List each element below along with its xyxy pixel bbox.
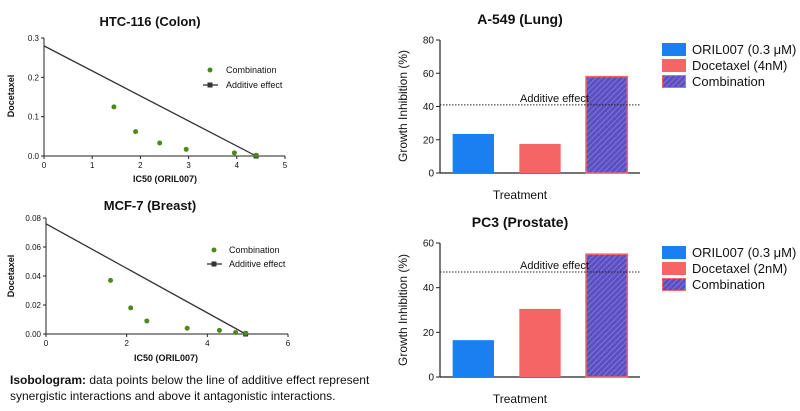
- x-axis-label: Treatment: [493, 392, 548, 406]
- y-tick-label: 20: [423, 135, 435, 146]
- x-tick-label: 0: [42, 161, 47, 170]
- y-tick-label: 0.3: [28, 34, 40, 43]
- bar-combination: [585, 253, 629, 378]
- legend-combination: Combination: [229, 245, 280, 255]
- legend-oril: ORIL007 (0.3 μM): [692, 245, 796, 260]
- chart-a549: A-549 (Lung) 0 20 40 60 80 Additive effect Tr…: [396, 11, 796, 202]
- combination-point: [133, 129, 139, 135]
- combination-point: [157, 140, 163, 146]
- additive-effect-line: [43, 45, 257, 157]
- y-axis-label: Docetaxel: [6, 255, 16, 298]
- y-tick-label: 0.2: [28, 73, 40, 82]
- legend-combination-swatch: [662, 278, 686, 291]
- y-axis-label: Growth Inhibition (%): [396, 254, 410, 366]
- y-tick-label: 0.04: [25, 272, 41, 281]
- combination-point: [216, 327, 222, 333]
- x-tick-label: 0: [44, 339, 49, 348]
- combination-point: [243, 330, 249, 336]
- combination-point: [253, 152, 259, 158]
- legend: ORIL007 (0.3 μM) Docetaxel (2nM) Combina…: [662, 245, 796, 292]
- x-axis-label: IC50 (ORIL007): [134, 353, 198, 363]
- caption-text: data points below the line of additive e…: [10, 373, 370, 403]
- bar-combination: [585, 75, 629, 174]
- bar-oril007: [452, 340, 494, 377]
- x-tick-label: 2: [124, 339, 129, 348]
- legend: ORIL007 (0.3 μM) Docetaxel (4nM) Combina…: [662, 42, 796, 89]
- y-tick-label: 0.00: [25, 330, 41, 339]
- legend-docetaxel-swatch: [662, 59, 686, 72]
- legend-docetaxel: Docetaxel (2nM): [692, 261, 787, 276]
- plot-area: 0 20 40 60 80 Additive effect: [423, 36, 640, 180]
- legend-combination-marker: [211, 247, 217, 253]
- combination-point: [111, 104, 117, 110]
- legend-combination-swatch: [662, 75, 686, 88]
- combination-point: [233, 330, 239, 336]
- y-tick-label: 60: [423, 239, 435, 250]
- legend-combination: Combination: [692, 277, 765, 292]
- y-tick-label: 20: [423, 328, 435, 339]
- legend: Combination Additive effect: [203, 65, 283, 90]
- y-tick-label: 0: [428, 373, 434, 384]
- combination-point: [144, 318, 150, 324]
- chart-title: MCF-7 (Breast): [104, 198, 196, 213]
- x-axis-label: IC50 (ORIL007): [133, 174, 197, 184]
- y-tick-label: 0.02: [25, 301, 41, 310]
- legend-oril: ORIL007 (0.3 μM): [692, 42, 796, 57]
- legend-docetaxel: Docetaxel (4nM): [692, 58, 787, 73]
- y-tick-label: 40: [423, 102, 435, 113]
- x-tick-label: 4: [205, 339, 210, 348]
- legend-oril-swatch: [662, 246, 686, 259]
- combination-point: [231, 150, 237, 156]
- y-tick-label: 80: [423, 36, 435, 47]
- legend-additive-marker: [211, 261, 217, 267]
- legend-combination-marker: [207, 67, 213, 73]
- x-tick-label: 2: [138, 161, 143, 170]
- caption-label: Isobologram:: [10, 373, 87, 387]
- y-tick-label: 0: [428, 169, 434, 180]
- chart-htc116: HTC-116 (Colon) 0 1 2 3 4 5 0.0 0.1 0.2 0.3 IC50 …: [6, 14, 288, 184]
- y-tick-label: 0.06: [25, 243, 41, 252]
- y-tick-label: 0.08: [25, 214, 41, 223]
- y-tick-label: 0.1: [28, 113, 40, 122]
- additive-effect-label: Additive effect: [520, 260, 589, 272]
- x-tick-label: 6: [286, 339, 291, 348]
- bar-docetaxel: [519, 308, 561, 377]
- x-tick-label: 5: [283, 161, 288, 170]
- plot-area: 0 2 4 6 0.00 0.02 0.04 0.06 0.08: [25, 214, 290, 348]
- figure-caption: Isobologram: data points below the line …: [10, 372, 400, 404]
- bar-docetaxel: [519, 143, 561, 173]
- legend-additive: Additive effect: [229, 259, 286, 269]
- chart-title: HTC-116 (Colon): [99, 14, 200, 29]
- combination-point: [184, 325, 190, 331]
- legend-oril-swatch: [662, 43, 686, 56]
- combination-point: [108, 277, 114, 283]
- chart-title: A-549 (Lung): [477, 11, 563, 27]
- plot-area: 0 1 2 3 4 5 0.0 0.1 0.2 0.3: [28, 34, 288, 170]
- legend-combination: Combination: [226, 65, 277, 75]
- y-axis-label: Docetaxel: [6, 75, 16, 118]
- legend-docetaxel-swatch: [662, 262, 686, 275]
- x-tick-label: 3: [186, 161, 191, 170]
- y-tick-label: 60: [423, 69, 435, 80]
- additive-effect-line: [45, 223, 246, 335]
- additive-effect-label: Additive effect: [520, 93, 589, 105]
- bar-oril007: [452, 133, 494, 173]
- legend-additive: Additive effect: [226, 80, 283, 90]
- chart-pc3: PC3 (Prostate) 0 20 40 60 Additive effect Tr…: [396, 214, 796, 406]
- combination-point: [183, 146, 189, 152]
- x-axis-label: Treatment: [493, 188, 548, 202]
- y-tick-label: 40: [423, 283, 435, 294]
- y-tick-label: 0.0: [28, 152, 40, 161]
- combination-point: [128, 305, 134, 311]
- legend: Combination Additive effect: [207, 245, 286, 269]
- legend-additive-marker: [207, 82, 213, 88]
- y-axis-label: Growth Inhibition (%): [396, 50, 410, 162]
- x-tick-label: 1: [90, 161, 95, 170]
- chart-title: PC3 (Prostate): [472, 214, 568, 230]
- x-tick-label: 4: [235, 161, 240, 170]
- chart-mcf7: MCF-7 (Breast) 0 2 4 60.000.020.040.060.08 …: [6, 198, 291, 363]
- plot-area: 0 20 40 60 Additive effect: [423, 239, 640, 384]
- legend-combination: Combination: [692, 74, 765, 89]
